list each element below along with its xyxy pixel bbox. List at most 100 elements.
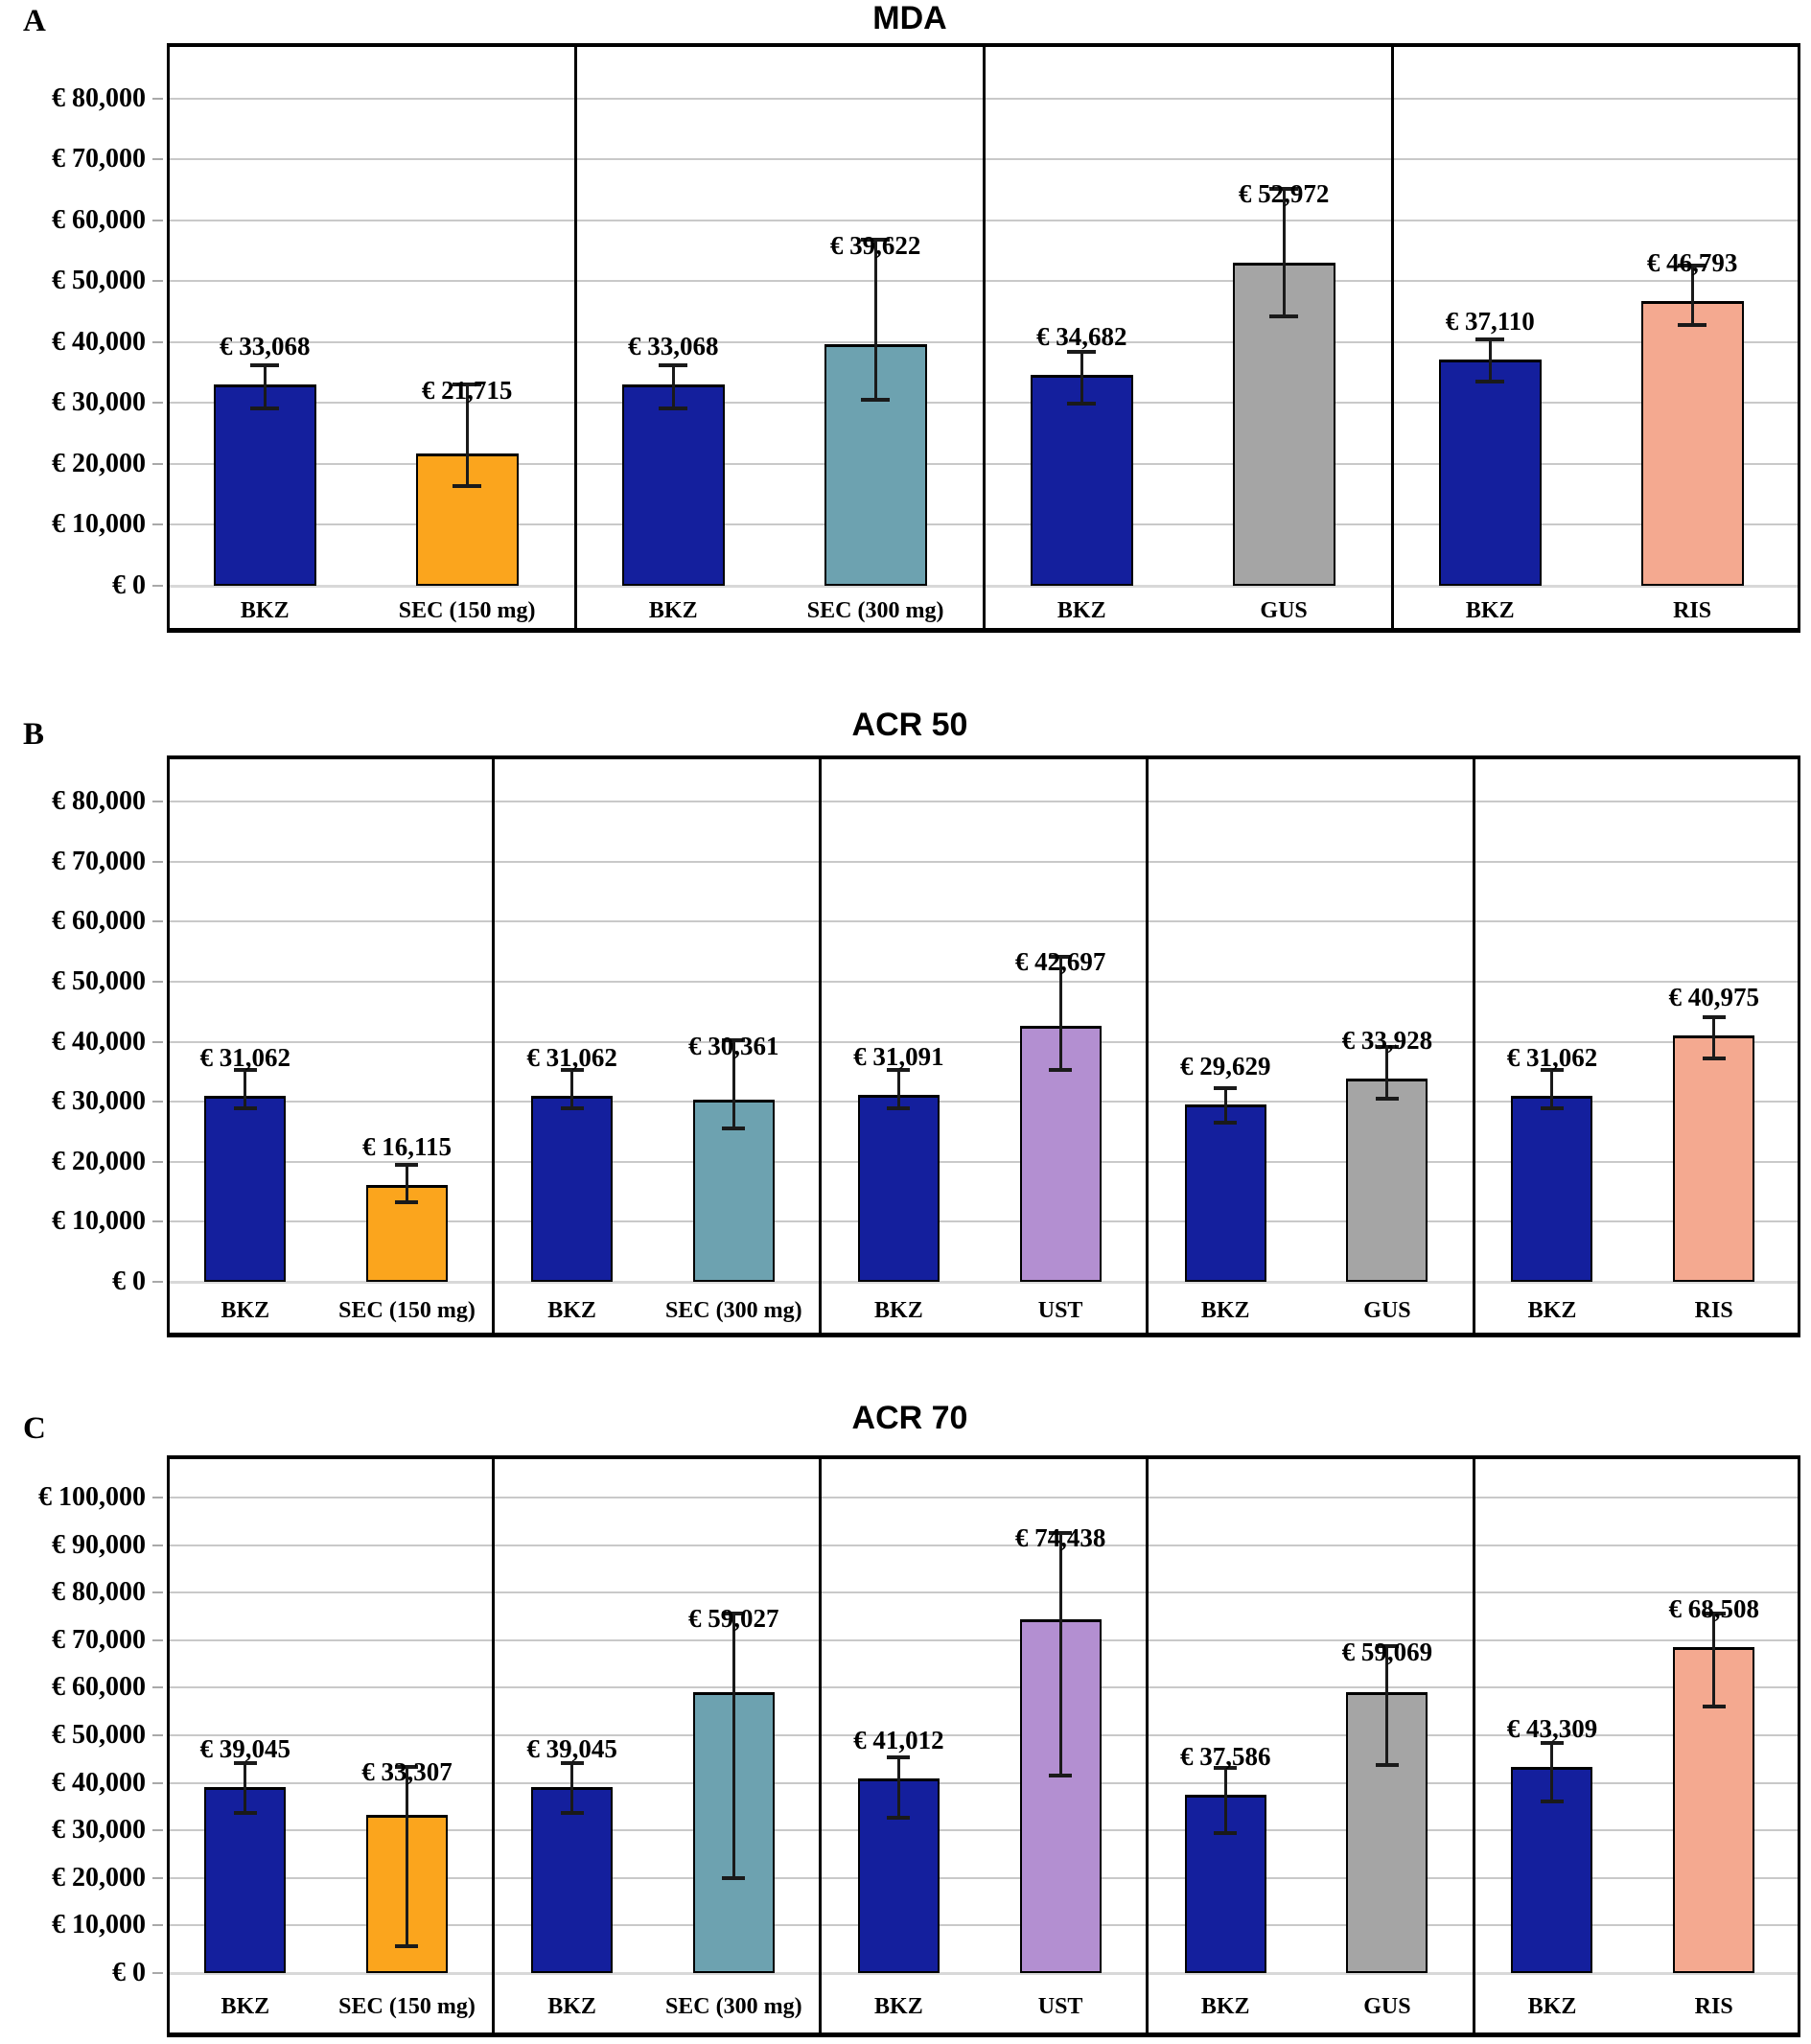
category-label: BKZ — [1527, 1993, 1577, 2019]
error-bar — [873, 239, 877, 401]
error-bar — [465, 383, 469, 487]
bar-bkz — [531, 1787, 613, 1973]
plot-border-right — [1798, 755, 1800, 1337]
category-label: BKZ — [221, 1993, 270, 2019]
error-bar-cap-top — [250, 362, 280, 367]
error-bar — [1282, 188, 1286, 317]
category-label: GUS — [1363, 1298, 1411, 1323]
y-tick-label: € 40,000 — [52, 326, 146, 357]
panel-letter: B — [23, 717, 45, 752]
error-bar-cap-bottom — [659, 406, 688, 411]
error-bar — [671, 364, 675, 409]
group-separator — [1472, 1455, 1475, 2037]
error-bar — [1223, 1767, 1227, 1834]
error-bar — [731, 1039, 735, 1129]
y-tick-label: € 30,000 — [52, 1815, 146, 1846]
error-bar — [1080, 351, 1083, 405]
chart-title: ACR 50 — [851, 707, 968, 743]
zero-gridline — [170, 1281, 1798, 1284]
error-bar-cap-top — [560, 1067, 584, 1072]
error-bar — [1223, 1087, 1227, 1124]
category-label: BKZ — [547, 1298, 596, 1323]
value-label: € 37,110 — [1445, 307, 1535, 337]
error-bar-cap-top — [1540, 1740, 1564, 1745]
y-tick-label: € 60,000 — [52, 906, 146, 937]
plot-border-top — [167, 43, 1800, 47]
error-bar — [405, 1164, 408, 1203]
category-label: BKZ — [648, 597, 698, 623]
y-tick-label: € 100,000 — [38, 1482, 146, 1513]
y-tick-label: € 10,000 — [52, 1206, 146, 1237]
gridline — [170, 1638, 1798, 1641]
group-separator — [1472, 755, 1475, 1337]
y-tickmark — [152, 462, 163, 465]
bar-bkz — [214, 383, 316, 586]
error-bar — [1385, 1046, 1389, 1100]
plot-area: € 31,062 BKZ € 16,115 SEC (150 mg) € 31,062 B… — [167, 755, 1800, 1337]
error-bar-cap-bottom — [1049, 1773, 1073, 1777]
error-bar — [896, 1069, 900, 1109]
error-bar — [1712, 1613, 1716, 1707]
value-label: € 40,975 — [1668, 983, 1759, 1012]
gridline — [170, 1686, 1798, 1689]
group-separator — [492, 1455, 496, 2037]
error-bar-cap-bottom — [233, 1105, 257, 1110]
error-bar — [1385, 1645, 1389, 1766]
bar-bkz — [1511, 1095, 1592, 1282]
category-label: SEC (300 mg) — [664, 1993, 802, 2019]
error-bar-cap-top — [1067, 349, 1097, 354]
gridline — [170, 1220, 1798, 1223]
group-separator — [819, 755, 823, 1337]
error-bar-cap-top — [1269, 186, 1299, 191]
plot-border-top — [167, 1455, 1800, 1459]
bar-bkz — [204, 1095, 286, 1282]
error-bar-cap-bottom — [233, 1810, 257, 1815]
error-bar-cap-bottom — [887, 1816, 911, 1821]
error-bar-cap-top — [1678, 264, 1707, 268]
value-label: € 46,793 — [1646, 247, 1738, 277]
y-tickmark — [152, 1160, 163, 1163]
plot-border-left — [167, 1455, 170, 2037]
error-bar-cap-bottom — [1214, 1830, 1238, 1835]
y-tickmark — [152, 585, 163, 587]
y-tick-label: € 50,000 — [52, 1720, 146, 1751]
error-bar-cap-bottom — [1375, 1097, 1399, 1102]
error-bar — [244, 1762, 247, 1814]
gridline — [170, 860, 1798, 863]
bar-bkz — [622, 383, 725, 586]
y-tickmark — [152, 1281, 163, 1283]
y-tick-label: € 20,000 — [52, 1862, 146, 1893]
error-bar-cap-bottom — [1067, 402, 1097, 406]
y-tickmark — [152, 1040, 163, 1043]
bar-ris — [1673, 1035, 1754, 1282]
y-tick-label: € 80,000 — [52, 1577, 146, 1608]
zero-gridline — [170, 1972, 1798, 1975]
y-tick-label: € 10,000 — [52, 1910, 146, 1940]
error-bar-cap-top — [1214, 1765, 1238, 1770]
error-bar — [405, 1766, 408, 1947]
y-tick-label: € 50,000 — [52, 966, 146, 996]
y-tick-label: € 50,000 — [52, 266, 146, 296]
error-bar-cap-bottom — [1375, 1763, 1399, 1768]
error-bar — [1488, 338, 1492, 383]
y-tickmark — [152, 340, 163, 343]
y-tickmark — [152, 860, 163, 863]
bar-bkz — [531, 1095, 613, 1282]
error-bar — [1690, 265, 1694, 326]
y-tick-label: € 30,000 — [52, 387, 146, 418]
group-separator — [819, 1455, 823, 2037]
error-bar-cap-bottom — [1540, 1105, 1564, 1110]
value-label: € 59,027 — [688, 1604, 779, 1634]
gridline — [170, 1040, 1798, 1043]
error-bar-cap-top — [395, 1162, 419, 1167]
y-tick-label: € 0 — [112, 570, 146, 600]
error-bar-cap-top — [1702, 1611, 1726, 1615]
category-label: GUS — [1363, 1993, 1411, 2019]
category-label: SEC (150 mg) — [398, 597, 536, 623]
gridline — [170, 920, 1798, 923]
error-bar-cap-top — [233, 1067, 257, 1072]
chart-title: MDA — [872, 0, 947, 36]
value-label: € 41,012 — [853, 1725, 944, 1754]
error-bar-cap-bottom — [1475, 379, 1505, 383]
error-bar-cap-top — [722, 1611, 746, 1615]
